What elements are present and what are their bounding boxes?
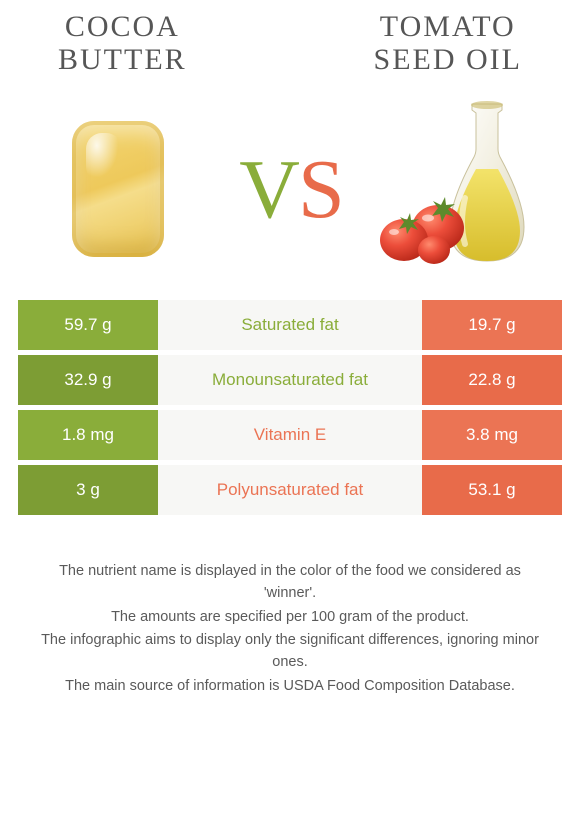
left-value: 3 g [18, 465, 158, 515]
left-image [38, 94, 198, 284]
nutrient-label: Saturated fat [158, 300, 422, 350]
right-value: 3.8 mg [422, 410, 562, 460]
right-title: TOMATO SEED OIL [374, 10, 522, 76]
left-value: 32.9 g [18, 355, 158, 405]
right-value: 53.1 g [422, 465, 562, 515]
footer-line: The main source of information is USDA F… [32, 676, 548, 698]
nutrient-label: Vitamin E [158, 410, 422, 460]
comparison-table: 59.7 gSaturated fat19.7 g32.9 gMonounsat… [18, 300, 562, 515]
footer-line: The amounts are specified per 100 gram o… [32, 607, 548, 629]
table-row: 32.9 gMonounsaturated fat22.8 g [18, 355, 562, 405]
footer-notes: The nutrient name is displayed in the co… [18, 561, 562, 698]
footer-line: The nutrient name is displayed in the co… [32, 561, 548, 605]
right-value: 22.8 g [422, 355, 562, 405]
left-value: 1.8 mg [18, 410, 158, 460]
titles: COCOA BUTTER TOMATO SEED OIL [18, 10, 562, 76]
left-title: COCOA BUTTER [58, 10, 187, 76]
cocoa-butter-icon [72, 121, 164, 257]
left-value: 59.7 g [18, 300, 158, 350]
nutrient-label: Monounsaturated fat [158, 355, 422, 405]
right-value: 19.7 g [422, 300, 562, 350]
hero-row: V S [18, 94, 562, 284]
vs-s: S [298, 141, 341, 238]
table-row: 59.7 gSaturated fat19.7 g [18, 300, 562, 350]
nutrient-label: Polyunsaturated fat [158, 465, 422, 515]
table-row: 1.8 mgVitamin E3.8 mg [18, 410, 562, 460]
vs-v: V [239, 141, 296, 238]
tomatoes-icon [376, 188, 471, 268]
table-row: 3 gPolyunsaturated fat53.1 g [18, 465, 562, 515]
footer-line: The infographic aims to display only the… [32, 630, 548, 674]
right-image [382, 94, 542, 284]
vs-label: V S [198, 141, 382, 238]
